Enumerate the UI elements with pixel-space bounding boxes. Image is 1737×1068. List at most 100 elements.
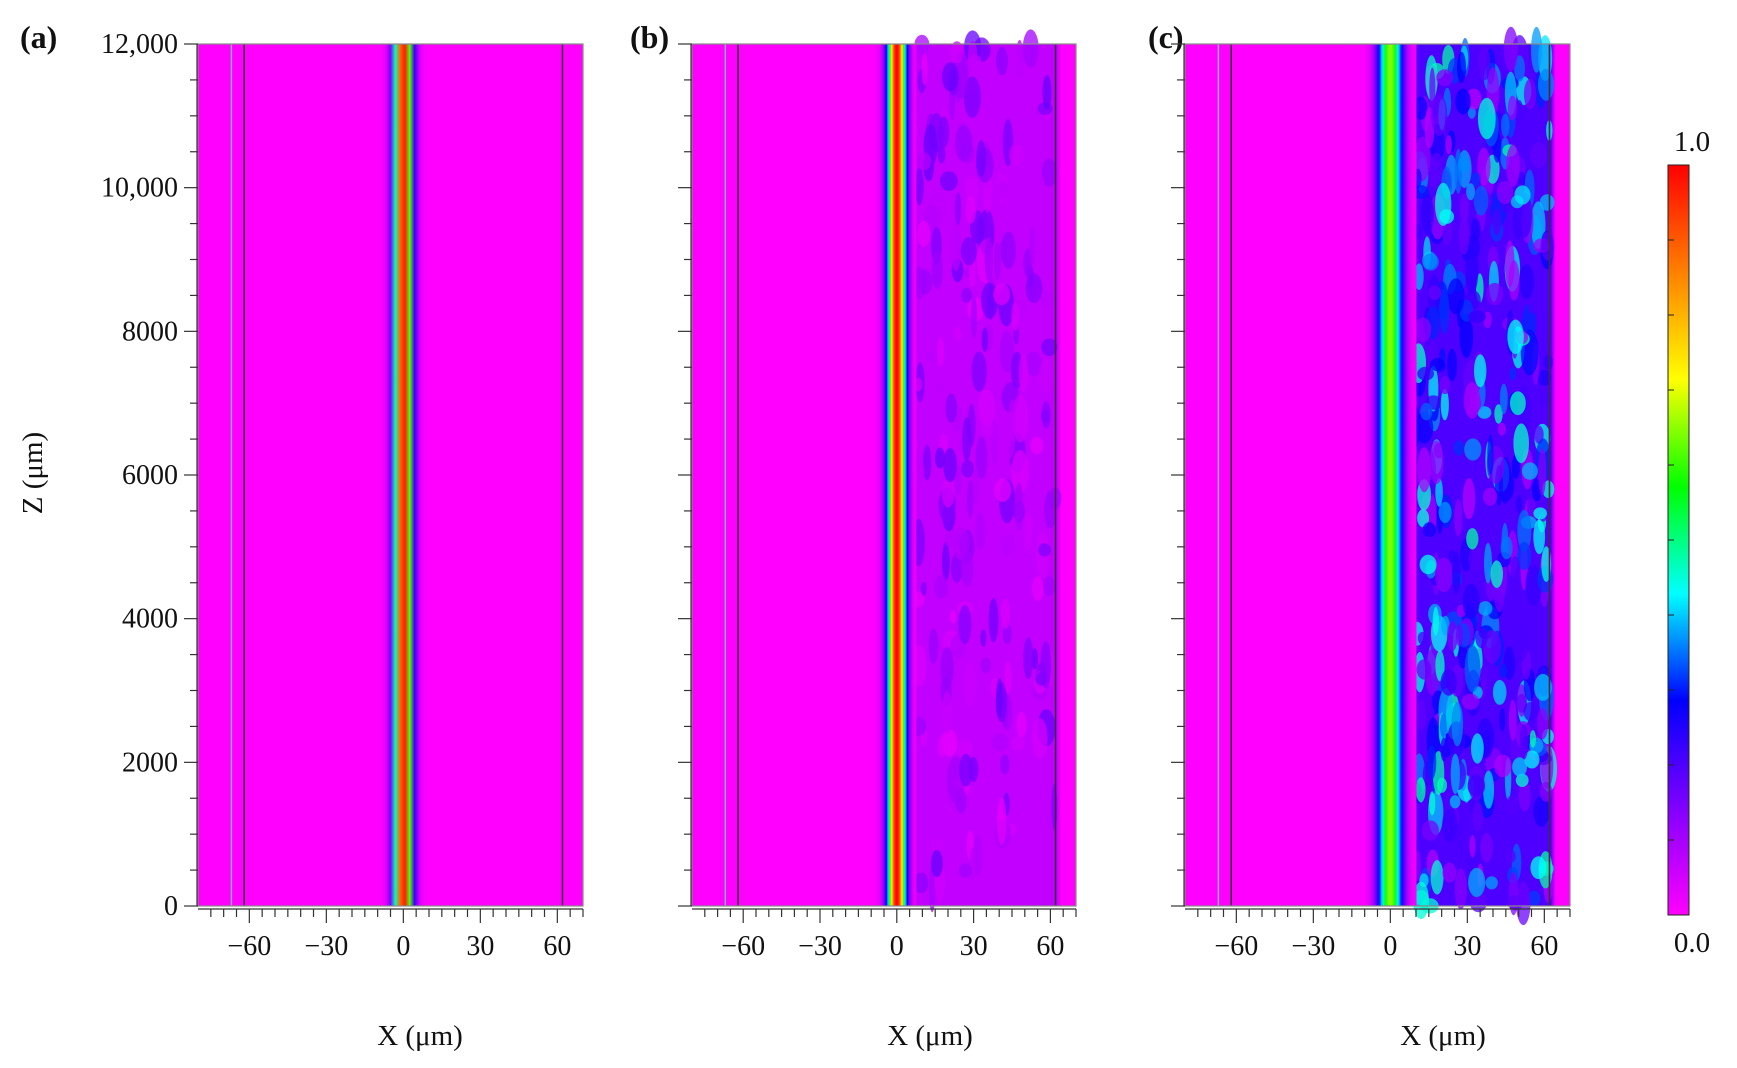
cladding-ripple — [1003, 415, 1016, 460]
cladding-ripple — [1447, 348, 1458, 382]
cladding-ripple — [1000, 231, 1017, 269]
cladding-ripple — [940, 171, 958, 192]
cladding-ripple — [1538, 369, 1551, 386]
cladding-ripple — [970, 295, 978, 339]
cladding-ripple — [996, 46, 1008, 76]
cladding-ripple — [1468, 547, 1483, 572]
cladding-ripple — [1429, 358, 1445, 372]
cladding-ripple — [1514, 55, 1525, 82]
cladding-ripple — [976, 139, 987, 177]
cladding-ripple — [1468, 310, 1486, 324]
cladding-ripple — [994, 182, 1010, 201]
x-tick-label: 60 — [543, 931, 571, 962]
cladding-ripple — [1011, 302, 1020, 331]
cladding-ripple — [1507, 319, 1524, 355]
cladding-ripple — [1457, 51, 1466, 84]
cladding-ripple — [1454, 868, 1467, 910]
cladding-ripple — [1483, 770, 1495, 809]
cladding-ripple — [1039, 357, 1054, 395]
cladding-ripple — [1043, 576, 1055, 596]
cladding-ripple — [1416, 699, 1426, 730]
cladding-ripple — [1510, 391, 1526, 416]
cladding-ripple — [1479, 666, 1489, 681]
panel-c: (c) X (μm) −60 −30 0 30 60 — [1148, 19, 1571, 1052]
cladding-ripple — [1537, 708, 1549, 740]
x-axis-label-a: X (μm) — [377, 1020, 463, 1052]
cladding-ripple — [1413, 881, 1429, 920]
cladding-ripple — [1524, 750, 1540, 769]
cladding-ripple — [921, 53, 928, 86]
cladding-ripple — [1414, 96, 1428, 120]
cladding-ripple — [1022, 29, 1039, 68]
cladding-ripple — [1469, 892, 1487, 913]
cladding-ripple — [1430, 860, 1444, 895]
cladding-ripple — [1506, 144, 1520, 187]
cladding-ripple — [1438, 501, 1452, 523]
cladding-ripple — [980, 629, 987, 647]
cladding-ripple — [971, 351, 987, 392]
cladding-ripple — [1515, 100, 1524, 127]
cladding-ripple — [1429, 67, 1436, 109]
cladding-ripple — [1458, 156, 1470, 173]
cladding-ripple — [1014, 482, 1024, 530]
cladding-ripple — [1518, 264, 1535, 299]
cladding-ripple — [1475, 627, 1488, 649]
cladding-ripple — [1510, 556, 1521, 584]
cladding-ripple — [1533, 795, 1550, 827]
cladding-ripple — [1503, 26, 1519, 72]
cladding-ripple — [934, 575, 949, 599]
cladding-ripple — [1465, 246, 1479, 294]
cladding-ripple — [916, 152, 932, 171]
cladding-ripple — [1538, 448, 1547, 496]
cladding-ripple — [1440, 737, 1448, 762]
cladding-ripple — [1448, 549, 1456, 563]
cladding-ripple — [963, 662, 977, 708]
cladding-ripple — [1439, 209, 1455, 224]
cladding-ripple — [1505, 795, 1518, 815]
cladding-ripple — [1000, 598, 1011, 630]
cladding-ripple — [1428, 285, 1442, 301]
x-tick-label: 0 — [1383, 931, 1397, 962]
cladding-ripple — [1051, 783, 1058, 831]
cladding-ripple — [920, 581, 927, 596]
cladding-ripple — [988, 597, 999, 643]
cladding-ripple — [1471, 172, 1481, 187]
cladding-ripple — [967, 54, 982, 69]
cladding-ripple — [1023, 637, 1034, 680]
cladding-ripple — [943, 447, 957, 483]
cladding-ripple — [1461, 693, 1480, 710]
cladding-ripple — [965, 196, 976, 224]
cladding-ripple — [937, 144, 946, 164]
cladding-ripple — [952, 527, 970, 561]
cladding-ripple — [977, 388, 996, 426]
cladding-ripple — [1462, 583, 1480, 619]
cladding-ripple — [955, 125, 973, 162]
cladding-ripple — [1492, 679, 1507, 705]
cladding-ripple — [1422, 522, 1436, 538]
cladding-ripple — [937, 735, 947, 758]
intensity-field — [198, 44, 583, 906]
cladding-ripple — [1464, 645, 1481, 693]
cladding-ripple — [1439, 287, 1450, 334]
cladding-ripple — [914, 872, 929, 894]
cladding-ripple — [1038, 543, 1052, 557]
cladding-ripple — [1044, 803, 1052, 849]
cladding-ripple — [1533, 519, 1546, 555]
cladding-ripple — [1455, 624, 1464, 647]
cladding-ripple — [1012, 394, 1029, 443]
cladding-ripple — [1429, 440, 1444, 485]
cladding-ripple — [980, 657, 992, 674]
cladding-ripple — [1439, 376, 1451, 395]
cladding-ripple — [1417, 631, 1428, 645]
cladding-ripple — [981, 327, 989, 352]
cladding-ripple — [1466, 528, 1479, 550]
cladding-ripple — [1530, 142, 1548, 168]
cladding-ripple — [1467, 775, 1486, 797]
cladding-ripple — [1517, 171, 1526, 188]
cladding-ripple — [1466, 183, 1476, 201]
cladding-ripple — [950, 223, 962, 272]
cladding-ripple — [1440, 713, 1447, 738]
cladding-ripple — [1499, 708, 1506, 732]
cladding-ripple — [969, 847, 977, 881]
x-tick-label: 60 — [1036, 931, 1064, 962]
